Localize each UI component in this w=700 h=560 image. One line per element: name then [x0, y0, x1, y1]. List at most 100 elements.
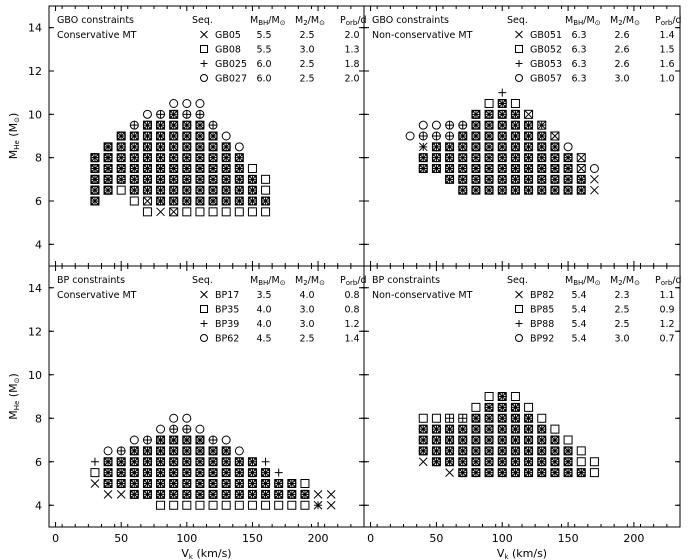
- plus-marker: [222, 479, 231, 488]
- plus-marker: [235, 186, 244, 195]
- plus-marker: [182, 468, 191, 477]
- plus-marker: [117, 153, 126, 162]
- data-point: [129, 120, 139, 130]
- plus-marker: [471, 468, 480, 477]
- data-point: [221, 185, 231, 195]
- circle-marker: [537, 457, 547, 467]
- square-marker: [200, 305, 208, 313]
- square-marker: [515, 305, 523, 313]
- plus-marker: [104, 164, 113, 173]
- data-point: [471, 164, 481, 173]
- data-point: [142, 457, 152, 467]
- data-point: [510, 185, 520, 195]
- plus-marker: [104, 153, 113, 162]
- circle-marker: [445, 446, 455, 456]
- plus-marker: [182, 121, 191, 130]
- data-point: [195, 457, 205, 467]
- data-point: [182, 500, 192, 510]
- data-point: [510, 468, 520, 478]
- circle-marker: [195, 120, 205, 130]
- circle-marker: [129, 153, 139, 163]
- plus-marker: [248, 197, 257, 205]
- plus-marker: [117, 142, 126, 151]
- plus-marker: [550, 436, 559, 444]
- y-tick-label: 4: [35, 238, 42, 251]
- legend-porb-value: 0.7: [659, 334, 674, 345]
- cross-marker: [524, 109, 533, 119]
- data-point: [156, 120, 166, 130]
- plus-marker: [511, 164, 520, 173]
- plus-marker: [90, 197, 99, 205]
- data-point: [458, 142, 468, 152]
- data-point: [471, 413, 481, 423]
- data-point: [274, 489, 284, 499]
- data-point: [431, 131, 441, 141]
- legend-seq-name: BP62: [215, 334, 239, 345]
- data-point: [550, 457, 560, 467]
- data-point: [576, 468, 586, 478]
- plus-marker: [156, 197, 165, 205]
- data-point: [576, 457, 586, 467]
- plus-marker: [498, 132, 507, 140]
- data-point: [156, 185, 166, 195]
- plus-marker: [445, 164, 454, 173]
- plus-marker: [564, 446, 573, 455]
- data-point: [182, 446, 192, 456]
- data-point: [458, 174, 468, 184]
- subscript: ⊙: [634, 19, 640, 27]
- plus-marker: [235, 490, 244, 499]
- x-tick-label: 0: [52, 532, 59, 545]
- legend-header-m2: M2/M⊙: [295, 275, 325, 287]
- plus-marker: [130, 132, 139, 140]
- circle-marker: [497, 142, 507, 152]
- plus-marker: [515, 320, 523, 327]
- plus-marker: [182, 446, 191, 455]
- data-point: [471, 142, 481, 152]
- data-point: [116, 131, 126, 141]
- data-point: [208, 489, 218, 499]
- data-point: [156, 457, 166, 467]
- legend-mbh-value: 4.0: [256, 319, 271, 330]
- circle-marker: [418, 120, 428, 130]
- data-point: [484, 174, 494, 184]
- circle-marker: [142, 109, 152, 119]
- y-axis-label: MHe (M⊙): [7, 373, 21, 420]
- plus-marker: [287, 479, 296, 488]
- square-marker: [563, 435, 573, 445]
- data-point: [550, 131, 560, 141]
- plus-marker: [471, 164, 480, 173]
- legend-mbh-value: 5.5: [256, 30, 271, 41]
- circle-marker: [445, 164, 455, 173]
- x-axis-label: Vk (km/s): [181, 547, 231, 560]
- cross-marker: [515, 290, 523, 299]
- plus-marker: [130, 175, 139, 184]
- circle-marker: [497, 468, 507, 478]
- plus-marker: [90, 457, 99, 466]
- data-point: [458, 185, 468, 195]
- plus-marker: [130, 479, 139, 488]
- circle-marker: [497, 131, 507, 141]
- plus-marker: [274, 490, 283, 499]
- data-point: [458, 457, 468, 467]
- square-marker: [515, 45, 523, 53]
- circle-marker: [471, 142, 481, 152]
- legend-square-marker: [200, 305, 208, 313]
- circle-marker: [169, 120, 179, 130]
- data-point: [261, 196, 271, 206]
- plus-marker: [248, 186, 257, 195]
- circle-marker: [497, 402, 507, 412]
- data-point: [576, 446, 586, 456]
- subscript: orb: [661, 19, 673, 27]
- circle-marker: [169, 489, 179, 499]
- plus-marker: [314, 501, 323, 510]
- plus-marker: [445, 446, 454, 455]
- plus-marker: [445, 457, 454, 466]
- plus-marker: [117, 164, 126, 173]
- plus-marker: [156, 164, 165, 173]
- plus-marker: [458, 425, 467, 434]
- data-point: [182, 413, 192, 423]
- data-point: [484, 446, 494, 456]
- data-point: [484, 120, 494, 130]
- circle-marker: [431, 131, 441, 141]
